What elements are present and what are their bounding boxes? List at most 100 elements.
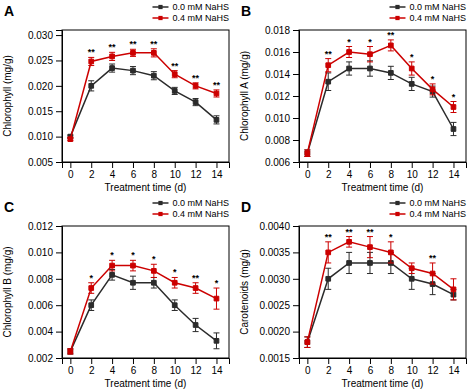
x-tick-mark <box>370 162 371 168</box>
y-tick-label: 0.002 <box>28 353 53 364</box>
y-tick-label: 0.008 <box>265 135 290 146</box>
y-tick-label: 0.010 <box>28 247 53 258</box>
y-tick: 0.010 <box>28 247 62 258</box>
annotations: ************** <box>88 39 221 90</box>
marker <box>451 287 456 292</box>
x-axis-title: Treatment time (d) <box>342 182 424 193</box>
legend-label: 0.4 mM NaHS <box>409 13 466 23</box>
y-tick: 0.010 <box>28 131 62 142</box>
chart-figure: 024681012140.0050.0100.0150.0200.0250.03… <box>0 0 474 392</box>
x-axis-line <box>63 359 230 365</box>
significance-marker: * <box>152 254 156 264</box>
y-tick-mark <box>56 305 62 306</box>
x-tick-mark <box>175 358 176 364</box>
y-tick-mark <box>56 86 62 87</box>
y-tick-mark <box>293 226 299 227</box>
panel-title: D <box>241 199 251 215</box>
marker <box>89 286 94 291</box>
x-tick-mark <box>453 162 454 168</box>
series-line <box>307 45 453 153</box>
marker <box>430 87 435 92</box>
x-tick-label: 8 <box>389 365 395 376</box>
x-tick-mark <box>370 358 371 364</box>
series-line <box>307 69 453 154</box>
x-tick-label: 12 <box>191 169 203 180</box>
error-bar <box>67 349 73 354</box>
marker <box>172 72 177 77</box>
x-axis-line <box>300 163 467 169</box>
x-tick-mark <box>133 162 134 168</box>
marker <box>347 50 352 55</box>
series-line <box>70 266 216 352</box>
series <box>67 260 219 354</box>
x-tick-label: 4 <box>110 169 116 180</box>
marker <box>409 66 414 71</box>
y-tick: 0.0025 <box>259 300 299 311</box>
error-bar <box>67 349 73 354</box>
significance-marker: * <box>410 52 414 62</box>
marker <box>172 280 177 285</box>
x-tick-label: 14 <box>448 169 460 180</box>
error-bar <box>430 84 436 95</box>
x-tick-mark <box>112 358 113 364</box>
legend-item: 0.4 mM NaHS <box>389 209 466 219</box>
x-tick-label: 12 <box>428 169 440 180</box>
marker <box>451 105 456 110</box>
error-bar <box>130 276 136 289</box>
significance-marker: * <box>452 92 456 102</box>
x-axis: 02468101214 <box>63 358 230 376</box>
marker <box>409 266 414 271</box>
error-bar <box>213 90 219 97</box>
plot-area: 024681012140.0050.0100.0150.0200.0250.03… <box>28 30 230 180</box>
error-bar <box>430 263 436 284</box>
marker <box>389 71 394 76</box>
y-tick: 0.012 <box>265 91 299 102</box>
x-tick: 0 <box>68 358 74 376</box>
x-tick: 6 <box>131 162 137 180</box>
marker <box>110 263 115 268</box>
marker <box>305 340 310 345</box>
legend-label: 0.0 mM NaHS <box>409 2 466 12</box>
y-axis-title: Chlorophyll (mg/g) <box>2 55 13 137</box>
y-tick-mark <box>56 279 62 280</box>
y-tick-mark <box>293 162 299 163</box>
x-axis-title: Treatment time (d) <box>105 378 187 389</box>
x-tick: 2 <box>89 162 95 180</box>
plot-frame <box>62 30 229 162</box>
error-bar <box>130 67 136 75</box>
legend-label: 0.4 mM NaHS <box>409 209 466 219</box>
y-tick-mark <box>56 111 62 112</box>
x-tick: 2 <box>326 358 332 376</box>
series <box>304 237 456 348</box>
legend-swatch-marker <box>395 201 399 205</box>
x-tick: 0 <box>68 162 74 180</box>
marker <box>214 338 219 343</box>
x-tick-mark <box>133 358 134 364</box>
legend: 0.0 mM NaHS0.4 mM NaHS <box>389 198 466 219</box>
x-tick: 6 <box>368 162 374 180</box>
x-tick-label: 14 <box>448 365 460 376</box>
marker <box>131 51 136 56</box>
marks <box>304 237 456 348</box>
significance-marker: ** <box>346 227 354 237</box>
y-tick-mark <box>293 74 299 75</box>
series-line <box>307 242 453 342</box>
panel: 024681012140.0060.0080.0100.0120.0140.01… <box>239 2 467 193</box>
x-tick: 2 <box>89 358 95 376</box>
error-bar <box>367 47 373 62</box>
annotations: ********* <box>325 227 437 263</box>
series <box>304 252 456 347</box>
significance-marker: ** <box>387 30 395 40</box>
x-tick: 12 <box>191 162 203 180</box>
legend-label: 0.0 mM NaHS <box>409 198 466 208</box>
y-axis-title: Chlorophyll A (mg/g) <box>239 51 250 141</box>
marker <box>110 54 115 59</box>
y-tick-label: 0.006 <box>28 300 53 311</box>
panel: 024681012140.0050.0100.0150.0200.0250.03… <box>2 2 230 193</box>
x-tick-label: 14 <box>211 169 223 180</box>
error-bar <box>409 263 415 274</box>
marker <box>193 84 198 89</box>
error-bar <box>172 87 178 94</box>
x-tick-label: 0 <box>68 169 74 180</box>
y-tick-mark <box>56 162 62 163</box>
